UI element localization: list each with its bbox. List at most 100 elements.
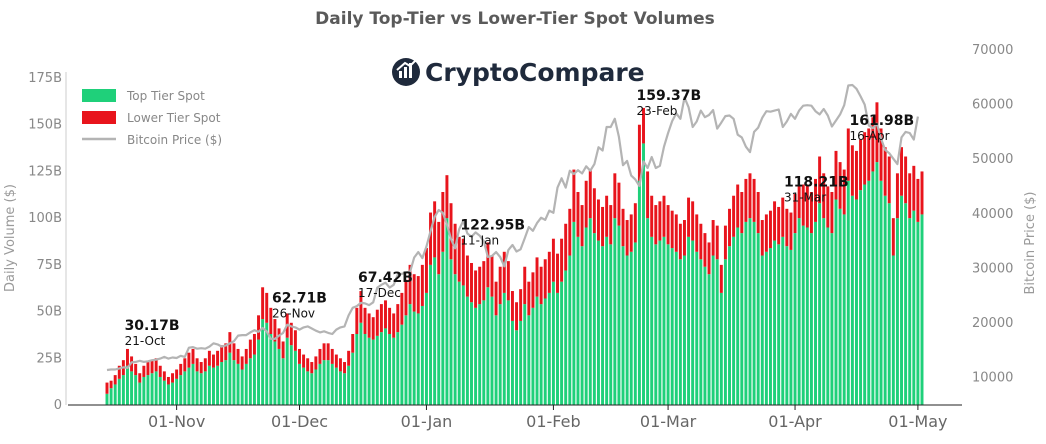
top-tier-bar bbox=[498, 304, 502, 405]
top-tier-bar bbox=[854, 199, 858, 405]
lower-tier-bar bbox=[576, 192, 580, 237]
lower-tier-bar bbox=[691, 201, 695, 241]
lower-tier-bar bbox=[158, 365, 162, 377]
lower-tier-bar bbox=[621, 208, 625, 247]
lower-tier-bar bbox=[281, 341, 285, 359]
top-tier-bar bbox=[490, 296, 494, 405]
lower-tier-bar bbox=[252, 334, 256, 355]
top-tier-bar bbox=[535, 296, 539, 405]
top-tier-bar bbox=[117, 378, 121, 405]
lower-tier-bar bbox=[809, 192, 813, 234]
lower-tier-bar bbox=[580, 205, 584, 247]
annotation-value: 67.42B bbox=[358, 270, 413, 286]
top-tier-bar bbox=[732, 236, 736, 405]
lower-tier-bar bbox=[879, 128, 883, 181]
top-tier-bar bbox=[826, 227, 830, 405]
top-tier-bar bbox=[875, 162, 879, 405]
top-tier-bar bbox=[228, 352, 232, 405]
annotation-value: 118.21B bbox=[784, 175, 849, 191]
top-tier-bar bbox=[470, 302, 473, 405]
top-tier-bar bbox=[711, 255, 715, 405]
top-tier-bar bbox=[871, 171, 875, 405]
lower-tier-bar bbox=[154, 358, 158, 372]
top-tier-bar bbox=[752, 221, 756, 405]
lower-tier-bar bbox=[805, 184, 809, 228]
lower-tier-bar bbox=[613, 173, 617, 219]
lower-tier-bar bbox=[687, 197, 691, 237]
lower-tier-bar bbox=[408, 264, 412, 305]
top-tier-bar bbox=[318, 363, 322, 405]
top-tier-bar bbox=[621, 246, 625, 405]
top-tier-bar bbox=[564, 270, 568, 405]
top-tier-bar bbox=[248, 358, 252, 405]
top-tier-bar bbox=[265, 322, 269, 405]
lower-tier-bar bbox=[212, 354, 215, 368]
top-tier-bar bbox=[388, 334, 392, 405]
lower-tier-bar bbox=[191, 348, 195, 364]
top-tier-bar bbox=[900, 195, 903, 405]
top-tier-bar bbox=[441, 251, 445, 405]
lower-tier-bar bbox=[609, 205, 613, 245]
top-tier-bar bbox=[363, 334, 367, 405]
lower-tier-bar bbox=[543, 259, 547, 299]
top-tier-bar bbox=[420, 305, 424, 405]
top-tier-bar bbox=[461, 285, 465, 405]
lower-tier-bar bbox=[424, 248, 428, 293]
lower-tier-bar bbox=[834, 150, 838, 200]
top-tier-bar bbox=[334, 367, 338, 405]
top-tier-bar bbox=[908, 218, 912, 405]
lower-tier-bar bbox=[371, 317, 375, 340]
lower-tier-bar bbox=[666, 205, 670, 245]
lower-tier-bar bbox=[400, 292, 404, 325]
top-tier-bar bbox=[236, 363, 240, 405]
lower-tier-bar bbox=[375, 309, 379, 336]
top-tier-bar bbox=[678, 259, 682, 405]
lower-tier-bar bbox=[289, 322, 293, 346]
top-tier-bar bbox=[179, 375, 183, 405]
top-tier-bar bbox=[601, 246, 605, 405]
top-tier-bar bbox=[650, 236, 654, 405]
lower-tier-bar bbox=[236, 348, 240, 364]
y2-tick-label: 40000 bbox=[972, 207, 1013, 222]
lower-tier-bar bbox=[105, 382, 109, 394]
top-tier-bar bbox=[134, 375, 138, 405]
lower-tier-bar bbox=[781, 197, 785, 237]
lower-tier-bar bbox=[449, 203, 453, 260]
lower-tier-bar bbox=[498, 266, 502, 305]
top-tier-bar bbox=[822, 218, 826, 405]
top-tier-bar bbox=[789, 249, 793, 405]
legend-swatch bbox=[82, 89, 116, 102]
chart-title: Daily Top-Tier vs Lower-Tier Spot Volume… bbox=[315, 9, 715, 29]
top-tier-bar bbox=[126, 365, 129, 405]
top-tier-bar bbox=[478, 304, 482, 405]
y2-tick-label: 50000 bbox=[972, 152, 1013, 167]
brand-logo: CryptoCompare bbox=[392, 58, 645, 87]
top-tier-bar bbox=[666, 244, 670, 405]
top-tier-bar bbox=[146, 375, 150, 405]
top-tier-bar bbox=[797, 218, 801, 405]
top-tier-bar bbox=[760, 255, 764, 405]
annotation-date: 17-Dec bbox=[358, 286, 401, 300]
y-tick-label: 25B bbox=[37, 351, 62, 366]
lower-tier-bar bbox=[711, 220, 715, 256]
lower-tier-bar bbox=[445, 175, 449, 219]
lower-tier-bar bbox=[519, 289, 523, 321]
lower-tier-bar bbox=[293, 330, 297, 351]
lower-tier-bar bbox=[109, 380, 113, 389]
top-tier-bar bbox=[130, 371, 134, 405]
lower-tier-bar bbox=[183, 358, 187, 372]
lower-tier-bar bbox=[703, 233, 707, 267]
lower-tier-bar bbox=[175, 369, 179, 379]
top-tier-bar bbox=[695, 251, 699, 405]
top-tier-bar bbox=[842, 214, 846, 405]
top-tier-bar bbox=[801, 225, 805, 405]
lower-tier-bar bbox=[912, 165, 916, 211]
lower-tier-bar bbox=[457, 236, 461, 282]
top-tier-bar bbox=[445, 218, 449, 405]
top-tier-bar bbox=[338, 371, 342, 405]
top-tier-bar bbox=[596, 240, 600, 405]
top-tier-bar bbox=[326, 360, 330, 405]
lower-tier-bar bbox=[625, 220, 629, 256]
lower-tier-bar bbox=[764, 214, 768, 252]
